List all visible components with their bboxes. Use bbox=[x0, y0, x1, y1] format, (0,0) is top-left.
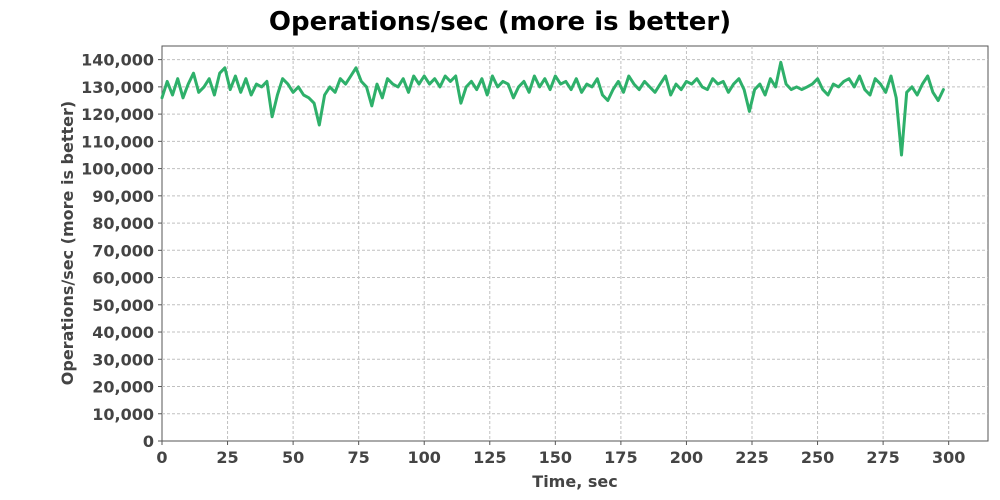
y-tick-label: 50,000 bbox=[92, 296, 154, 315]
y-tick-label: 80,000 bbox=[92, 214, 154, 233]
y-tick-label: 130,000 bbox=[81, 78, 154, 97]
x-axis-label: Time, sec bbox=[532, 472, 617, 491]
x-tick-label: 250 bbox=[801, 448, 834, 467]
x-tick-label: 150 bbox=[539, 448, 572, 467]
y-tick-label: 20,000 bbox=[92, 378, 154, 397]
series-line bbox=[160, 60, 945, 157]
x-tick-label: 275 bbox=[866, 448, 899, 467]
x-tick-label: 100 bbox=[408, 448, 441, 467]
x-tick-label: 75 bbox=[348, 448, 370, 467]
y-tick-label: 40,000 bbox=[92, 323, 154, 342]
chart-title: Operations/sec (more is better) bbox=[269, 7, 731, 37]
plot-area bbox=[161, 45, 989, 442]
axis-layer: 0 25 50 75 100 125 150 175 200 225 250 275 300 0 10,00… bbox=[81, 51, 965, 467]
y-tick-label: 100,000 bbox=[81, 160, 154, 179]
y-tick-label: 90,000 bbox=[92, 187, 154, 206]
y-tick-label: 10,000 bbox=[92, 405, 154, 424]
x-tick-label: 50 bbox=[282, 448, 304, 467]
grid-layer bbox=[162, 46, 988, 441]
x-tick-label: 25 bbox=[216, 448, 238, 467]
series-layer bbox=[160, 60, 945, 157]
y-tick-label: 30,000 bbox=[92, 350, 154, 369]
y-tick-label: 60,000 bbox=[92, 269, 154, 288]
y-tick-label: 110,000 bbox=[81, 132, 154, 151]
y-tick-label: 120,000 bbox=[81, 105, 154, 124]
x-tick-label: 200 bbox=[670, 448, 703, 467]
x-tick-label: 225 bbox=[735, 448, 768, 467]
x-tick-label: 125 bbox=[473, 448, 506, 467]
y-tick-label: 140,000 bbox=[81, 51, 154, 70]
x-tick-label: 175 bbox=[604, 448, 637, 467]
y-tick-label: 70,000 bbox=[92, 241, 154, 260]
y-tick-label: 0 bbox=[143, 432, 154, 451]
y-axis-label: Operations/sec (more is better) bbox=[58, 101, 77, 385]
x-tick-label: 300 bbox=[932, 448, 965, 467]
x-tick-label: 0 bbox=[156, 448, 167, 467]
